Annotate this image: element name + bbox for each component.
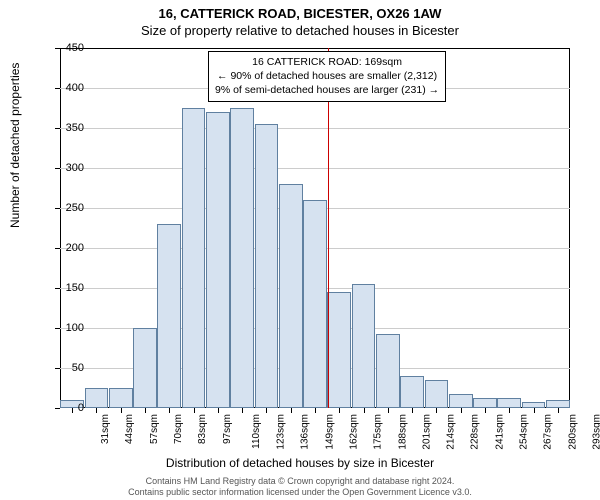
histogram-bar [497,398,521,408]
x-tick-label: 201sqm [421,414,432,450]
x-tick [339,408,340,413]
y-axis-label: Number of detached properties [8,63,22,228]
x-tick [194,408,195,413]
x-tick-label: 70sqm [173,414,184,444]
x-tick-label: 97sqm [222,414,233,444]
y-tick-label: 400 [54,82,84,94]
x-tick [96,408,97,413]
chart-title-main: 16, CATTERICK ROAD, BICESTER, OX26 1AW [0,0,600,21]
x-tick-label: 136sqm [300,414,311,450]
histogram-bar [376,334,400,408]
x-tick [461,408,462,413]
histogram-bar [255,124,279,408]
y-tick-label: 300 [54,162,84,174]
x-tick [266,408,267,413]
histogram-bar [206,112,230,408]
x-tick [436,408,437,413]
x-tick-label: 241sqm [494,414,505,450]
x-tick-label: 149sqm [324,414,335,450]
annotation-line: 9% of semi-detached houses are larger (2… [215,83,439,97]
x-tick-label: 175sqm [373,414,384,450]
histogram-bar [352,284,376,408]
x-axis-top [60,48,570,49]
annotation-box: 16 CATTERICK ROAD: 169sqm← 90% of detach… [208,51,446,102]
histogram-bar [449,394,473,408]
x-tick-label: 293sqm [591,414,600,450]
x-tick-label: 254sqm [519,414,530,450]
histogram-bar [400,376,424,408]
x-tick [534,408,535,413]
x-tick [169,408,170,413]
x-tick-label: 188sqm [397,414,408,450]
x-tick-label: 123sqm [276,414,287,450]
x-tick [558,408,559,413]
histogram-bar [182,108,206,408]
x-tick [509,408,510,413]
grid-line [60,128,570,129]
x-tick [145,408,146,413]
x-tick [242,408,243,413]
x-tick-label: 228sqm [470,414,481,450]
chart-title-sub: Size of property relative to detached ho… [0,21,600,42]
x-tick-label: 162sqm [349,414,360,450]
x-tick-label: 267sqm [543,414,554,450]
x-tick-label: 214sqm [446,414,457,450]
x-tick [485,408,486,413]
histogram-bar [303,200,327,408]
plot-area: 31sqm44sqm57sqm70sqm83sqm97sqm110sqm123s… [60,48,570,408]
y-tick-label: 200 [54,242,84,254]
histogram-bar [85,388,109,408]
annotation-line: ← 90% of detached houses are smaller (2,… [215,69,439,83]
reference-line [328,48,329,408]
y-tick-label: 350 [54,122,84,134]
x-tick [218,408,219,413]
x-tick [388,408,389,413]
footer-line-1: Contains HM Land Registry data © Crown c… [0,476,600,487]
histogram-bar [133,328,157,408]
y-tick-label: 450 [54,42,84,54]
x-tick-label: 280sqm [567,414,578,450]
grid-line [60,168,570,169]
histogram-bar [109,388,133,408]
histogram-bar [425,380,449,408]
y-axis-right [569,48,570,408]
chart-container: 16, CATTERICK ROAD, BICESTER, OX26 1AW S… [0,0,600,500]
histogram-bar [157,224,181,408]
histogram-bar [473,398,497,408]
y-axis [60,48,61,408]
y-tick-label: 50 [54,362,84,374]
x-tick-label: 110sqm [251,414,262,449]
x-tick-label: 31sqm [100,414,111,444]
histogram-bar [327,292,351,408]
x-tick-label: 57sqm [149,414,160,444]
y-tick-label: 100 [54,322,84,334]
x-tick [364,408,365,413]
y-tick-label: 250 [54,202,84,214]
x-tick-label: 44sqm [124,414,135,444]
y-tick-label: 0 [54,402,84,414]
annotation-line: 16 CATTERICK ROAD: 169sqm [215,55,439,69]
x-tick [412,408,413,413]
x-tick [291,408,292,413]
histogram-bar [279,184,303,408]
y-tick-label: 150 [54,282,84,294]
footer-line-2: Contains public sector information licen… [0,487,600,498]
x-tick [315,408,316,413]
histogram-bar [546,400,570,408]
x-axis-label: Distribution of detached houses by size … [0,456,600,470]
histogram-bar [230,108,254,408]
x-tick-label: 83sqm [197,414,208,444]
chart-footer: Contains HM Land Registry data © Crown c… [0,476,600,498]
x-tick [121,408,122,413]
